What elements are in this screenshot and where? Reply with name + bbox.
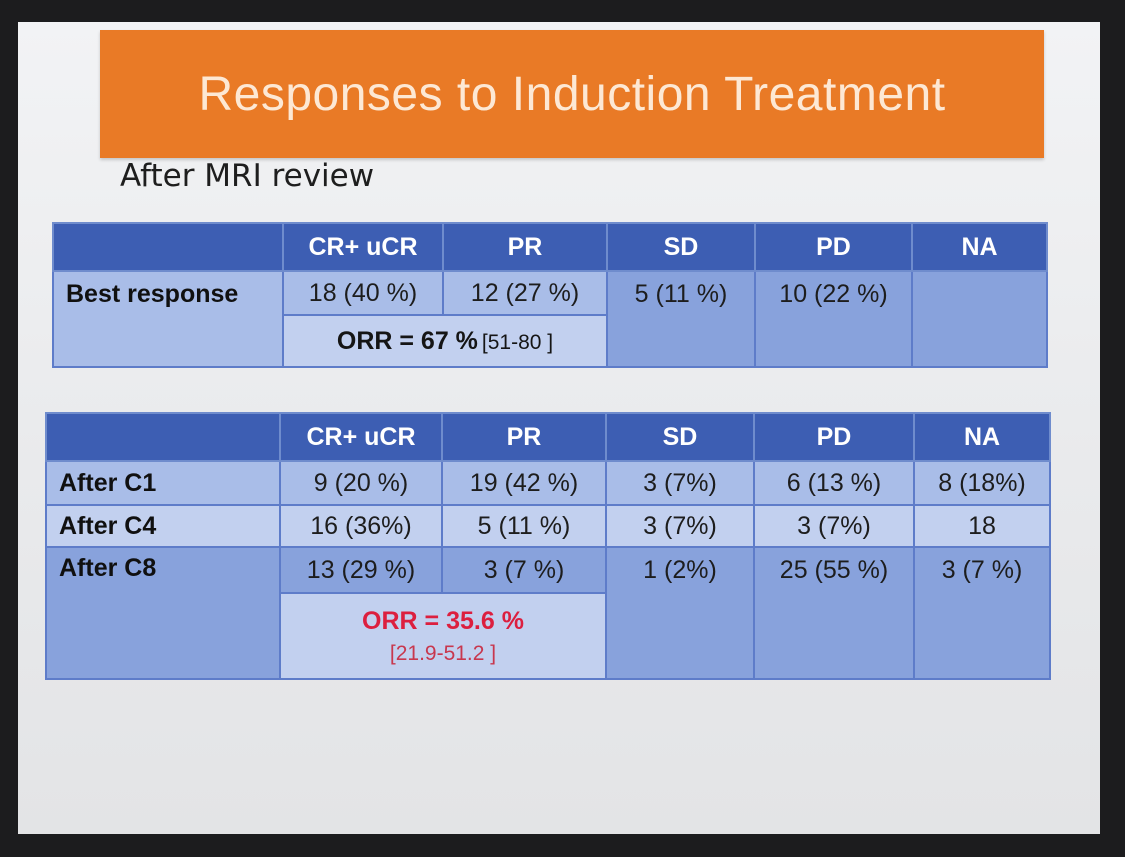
table2-header-pr: PR: [441, 412, 607, 462]
table2-orr-value: ORR = 35.6 %: [362, 606, 524, 635]
table2-header-empty: [45, 412, 281, 462]
table2-cell-c8-pd: 25 (55 %): [753, 546, 915, 680]
table2-cell-c8-cr-ucr: 13 (29 %): [279, 546, 443, 594]
table1-header-cr-ucr: CR+ uCR: [282, 222, 444, 272]
table2-cell-c8-na: 3 (7 %): [913, 546, 1051, 680]
best-response-table: CR+ uCR PR SD PD NA Best response 18 (40…: [52, 222, 1048, 368]
table2-cell-c8-sd: 1 (2%): [605, 546, 755, 680]
table2-header-pd: PD: [753, 412, 915, 462]
table1-row-orr: ORR = 67 % [51-80 ]: [53, 314, 1047, 368]
table1-cell-cr-ucr: 18 (40 %): [282, 270, 444, 316]
table2-row-after-c4: After C4 16 (36%) 5 (11 %) 3 (7%) 3 (7%)…: [45, 504, 1051, 548]
table2-header-cr-ucr: CR+ uCR: [279, 412, 443, 462]
table1-row-best-response: Best response 18 (40 %) 12 (27 %) 5 (11 …: [52, 270, 1048, 368]
table1-cell-na: [911, 270, 1048, 368]
table2-cell-c1-cr-ucr: 9 (20 %): [279, 460, 443, 506]
table2-orr-cell: ORR = 35.6 % [21.9-51.2 ]: [279, 592, 607, 680]
table1-header-na: NA: [911, 222, 1048, 272]
slide-title: Responses to Induction Treatment: [198, 67, 946, 121]
table1-cell-pr: 12 (27 %): [442, 270, 608, 316]
slide-subtitle: After MRI review: [120, 158, 375, 194]
table1-header-pd: PD: [754, 222, 913, 272]
table1-cell-sd: 5 (11 %): [606, 270, 756, 368]
table2-cell-c1-pr: 19 (42 %): [441, 460, 607, 506]
table2-header-row: CR+ uCR PR SD PD NA: [45, 412, 1051, 462]
table2-cell-c8-pr: 3 (7 %): [441, 546, 607, 594]
cycle-response-table: CR+ uCR PR SD PD NA After C1 9 (20 %) 19…: [45, 412, 1051, 680]
table1-cell-pd: 10 (22 %): [754, 270, 913, 368]
table2-row-label-c8: After C8: [45, 546, 281, 680]
table1-orr-value: ORR = 67 %: [336, 326, 478, 355]
table1-orr-ci: [51-80 ]: [481, 330, 554, 354]
table2-cell-c1-na: 8 (18%): [913, 460, 1051, 506]
table2-row-label-c1: After C1: [45, 460, 281, 506]
table2-orr-ci: [21.9-51.2 ]: [389, 641, 497, 665]
table2-header-sd: SD: [605, 412, 755, 462]
table2-cell-c1-sd: 3 (7%): [605, 460, 755, 506]
table1-header-empty: [52, 222, 284, 272]
table2-cell-c4-pd: 3 (7%): [753, 504, 915, 548]
table2-cell-c4-cr-ucr: 16 (36%): [279, 504, 443, 548]
table2-row-after-c8: After C8 13 (29 %) 3 (7 %) 1 (2%) 25 (55…: [45, 546, 1051, 680]
table2-row-orr: ORR = 35.6 % [21.9-51.2 ]: [46, 592, 1050, 680]
table2-cell-c1-pd: 6 (13 %): [753, 460, 915, 506]
table2-cell-c4-na: 18: [913, 504, 1051, 548]
table1-row-label: Best response: [52, 270, 284, 368]
table2-cell-c4-pr: 5 (11 %): [441, 504, 607, 548]
table2-cell-c4-sd: 3 (7%): [605, 504, 755, 548]
title-bar: Responses to Induction Treatment: [100, 30, 1044, 158]
table2-row-label-c4: After C4: [45, 504, 281, 548]
table2-row-after-c1: After C1 9 (20 %) 19 (42 %) 3 (7%) 6 (13…: [45, 460, 1051, 506]
table2-header-na: NA: [913, 412, 1051, 462]
table1-header-row: CR+ uCR PR SD PD NA: [52, 222, 1048, 272]
table1-header-pr: PR: [442, 222, 608, 272]
table1-header-sd: SD: [606, 222, 756, 272]
table1-orr-cell: ORR = 67 % [51-80 ]: [282, 314, 608, 368]
